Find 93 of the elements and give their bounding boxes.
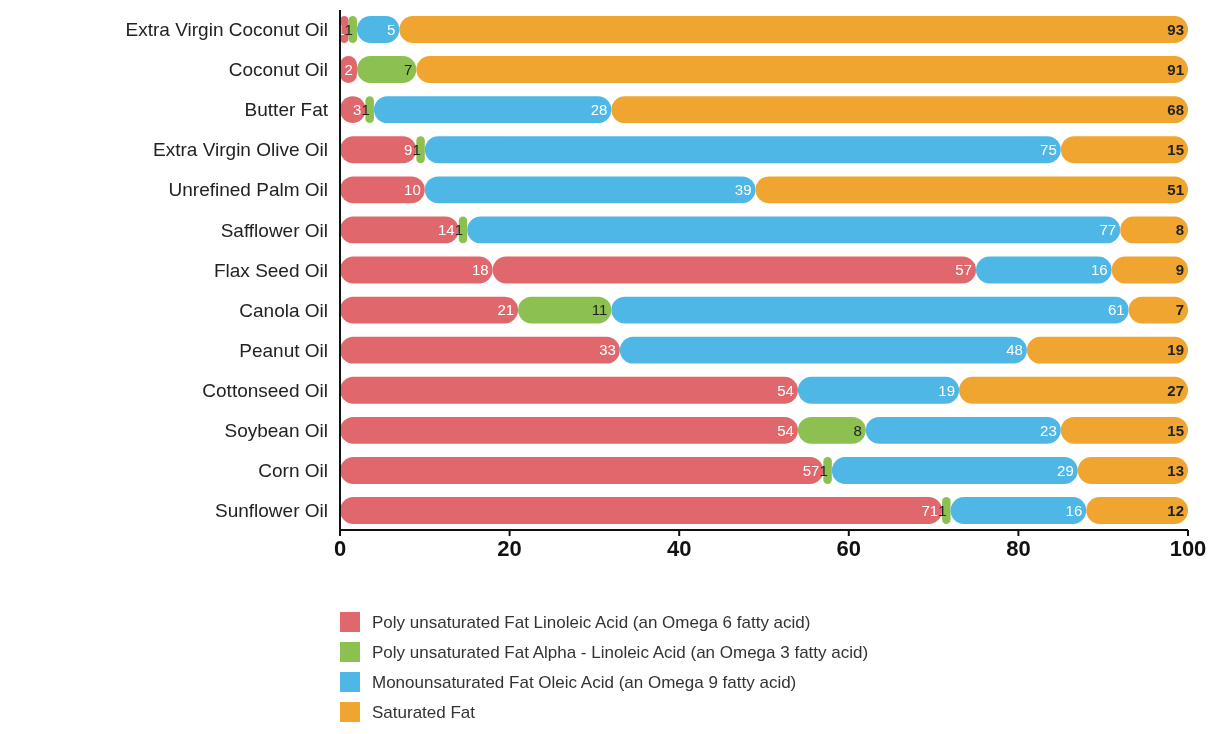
- data-label: 2: [344, 60, 353, 78]
- y-tick-label: Flax Seed Oil: [213, 259, 328, 281]
- y-tick-label: Extra Virgin Coconut Oil: [125, 19, 328, 41]
- data-label: 8: [1175, 221, 1184, 239]
- data-label: 18: [471, 261, 489, 279]
- y-tick-label: Cottonseed Oil: [202, 379, 328, 401]
- data-label: 51: [1167, 181, 1184, 199]
- legend-label: Poly unsaturated Fat Linoleic Acid (an Omega 6 fatty acid): [372, 612, 811, 632]
- y-tick-label: Corn Oil: [258, 460, 328, 482]
- bar: [416, 56, 1188, 83]
- data-label: 13: [1167, 461, 1184, 479]
- bar: [959, 376, 1188, 404]
- y-tick-label: Soybean Oil: [224, 420, 328, 442]
- bar: [424, 176, 756, 204]
- data-label: 7: [403, 60, 413, 78]
- bar: [373, 96, 612, 124]
- data-label: 8: [853, 421, 862, 439]
- bar: [611, 96, 1188, 124]
- bar: [467, 216, 1121, 244]
- bar: [340, 336, 620, 364]
- legend-label: Poly unsaturated Fat Alpha - Linoleic Acid (an Omega 3 fatty acid): [372, 642, 869, 662]
- bar: [1060, 136, 1188, 164]
- data-label: 68: [1167, 100, 1184, 118]
- data-label: 11: [591, 301, 608, 319]
- data-label: 54: [777, 421, 794, 439]
- data-label: 1: [412, 140, 421, 158]
- bar: [1077, 457, 1188, 484]
- bar: [340, 376, 798, 404]
- bar: [797, 376, 960, 404]
- bar: [619, 336, 1027, 364]
- data-label: 15: [1167, 140, 1184, 158]
- y-tick-label: Extra Virgin Olive Oil: [153, 139, 328, 161]
- data-label: 15: [1167, 421, 1184, 439]
- data-label: 12: [1167, 501, 1184, 519]
- data-label: 48: [1006, 341, 1023, 359]
- data-label: 9: [403, 140, 413, 158]
- data-label: 7: [1175, 301, 1184, 319]
- bar: [831, 457, 1078, 484]
- data-label: 71: [921, 501, 939, 519]
- bar: [950, 497, 1087, 524]
- data-label: 14: [438, 221, 455, 239]
- bar: [340, 296, 519, 324]
- bar: [1026, 336, 1188, 364]
- data-label: 3: [353, 100, 362, 118]
- data-label: 19: [938, 381, 956, 399]
- bar: [424, 136, 1061, 164]
- data-label: 5: [387, 20, 396, 38]
- x-tick-label: 20: [497, 536, 522, 561]
- bar: [611, 296, 1129, 324]
- y-tick-label: Safflower Oil: [220, 219, 328, 241]
- bar: [1060, 416, 1188, 444]
- data-label: 61: [1107, 301, 1125, 319]
- y-tick-label: Coconut Oil: [228, 59, 328, 81]
- x-tick-label: 80: [1006, 536, 1031, 561]
- data-label: 77: [1099, 221, 1117, 239]
- data-label: 27: [1167, 381, 1184, 399]
- data-label: 16: [1065, 501, 1083, 519]
- y-tick-label: Peanut Oil: [239, 339, 328, 361]
- data-label: 57: [802, 461, 820, 479]
- data-label: 23: [1040, 421, 1057, 439]
- legend-label: Saturated Fat: [372, 702, 476, 722]
- data-label: 93: [1167, 20, 1184, 38]
- data-label: 29: [1057, 461, 1074, 479]
- bar: [865, 416, 1061, 444]
- data-label: 10: [404, 181, 421, 199]
- x-tick-label: 40: [666, 536, 692, 561]
- data-label: 33: [599, 341, 616, 359]
- x-tick-label: 60: [836, 536, 862, 561]
- x-tick-label: 0: [333, 536, 347, 561]
- bar: [340, 416, 798, 444]
- data-label: 9: [1175, 261, 1184, 279]
- data-label: 19: [1167, 341, 1184, 359]
- data-label: 54: [777, 381, 794, 399]
- data-label: 39: [734, 181, 752, 199]
- bar: [976, 256, 1112, 284]
- y-tick-label: Sunflower Oil: [215, 500, 328, 522]
- bar: [1086, 497, 1188, 524]
- data-label: 91: [1167, 60, 1184, 78]
- data-label: 1: [454, 221, 464, 239]
- data-label: 1: [344, 20, 353, 38]
- x-tick-label: 100: [1169, 536, 1207, 561]
- y-tick-label: Butter Fat: [244, 99, 329, 121]
- data-label: 28: [590, 100, 608, 118]
- y-tick-label: Canola Oil: [239, 299, 328, 321]
- data-label: 21: [497, 301, 515, 319]
- bar: [755, 176, 1188, 204]
- legend-label: Monounsaturated Fat Oleic Acid (an Omega 9 fatty acid): [372, 672, 797, 692]
- data-label: 75: [1040, 140, 1057, 158]
- y-tick-label: Unrefined Palm Oil: [168, 179, 328, 201]
- data-label: 16: [1090, 261, 1108, 279]
- bar: [518, 296, 612, 324]
- data-label: 57: [955, 261, 972, 279]
- bar: [399, 16, 1188, 43]
